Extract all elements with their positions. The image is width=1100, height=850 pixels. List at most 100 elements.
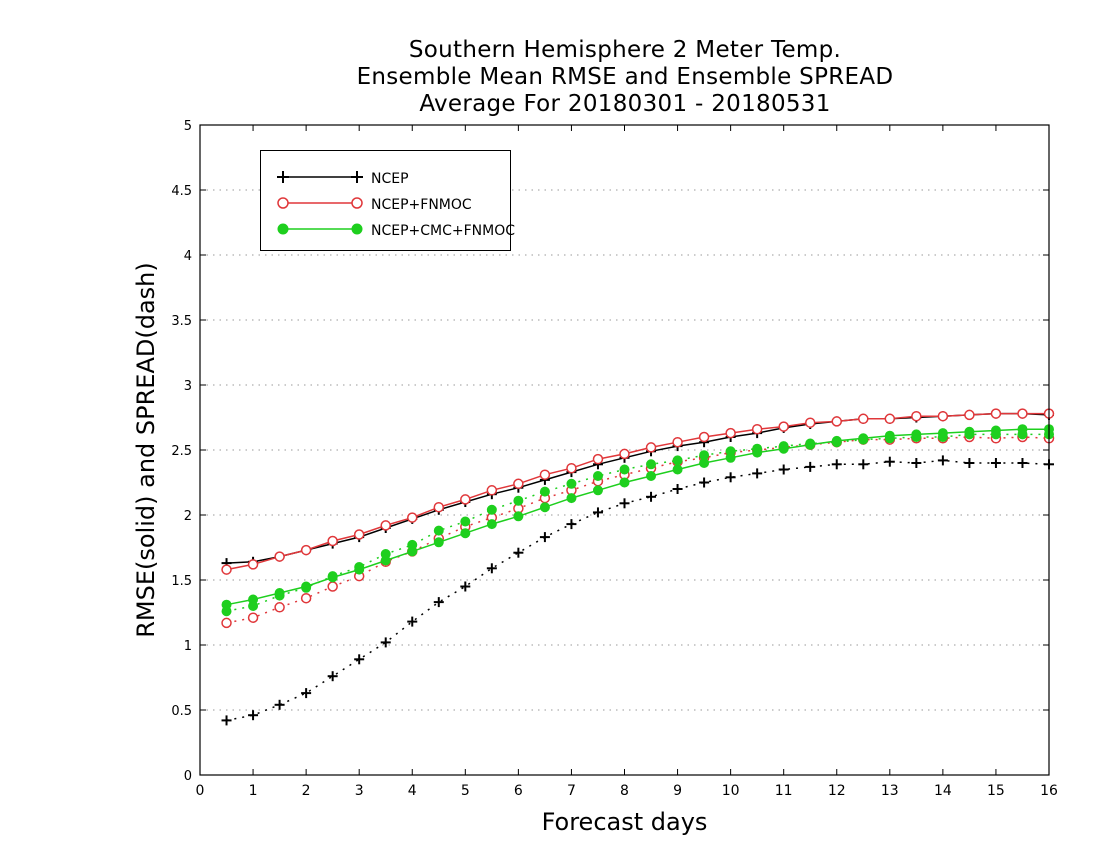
- x-tick-label: 0: [196, 783, 205, 799]
- x-tick-label: 3: [355, 783, 364, 799]
- data-point: [592, 471, 603, 481]
- data-point: [592, 485, 603, 496]
- data-point: [539, 502, 550, 513]
- data-point: [752, 443, 763, 454]
- series-line: [226, 428, 1049, 606]
- data-point: [646, 491, 657, 502]
- series-ncep-spread: [221, 455, 1054, 726]
- x-tick-label: 5: [461, 783, 470, 799]
- legend-label-ncep-fnmoc: NCEP+FNMOC: [371, 197, 472, 213]
- data-point: [566, 519, 577, 530]
- axis-ticks: 00.511.522.533.544.550 1 2 3 4 5 6 7 8 9 10 11 12 13 1…: [171, 119, 1058, 799]
- chart-title-line-2: Ensemble Mean RMSE and Ensemble SPREAD: [356, 64, 894, 90]
- data-point: [990, 408, 1002, 419]
- data-point: [831, 437, 842, 448]
- data-point: [672, 484, 683, 494]
- data-point: [433, 597, 444, 608]
- data-point: [699, 450, 710, 461]
- data-point: [248, 710, 259, 721]
- data-point: [274, 551, 285, 562]
- data-point: [831, 416, 842, 427]
- data-point: [248, 601, 259, 611]
- data-point: [937, 432, 948, 442]
- data-point: [380, 549, 391, 559]
- x-tick-label: 4: [408, 783, 417, 799]
- y-axis-label: RMSE(solid) and SPREAD(dash): [132, 262, 160, 638]
- series-ncep-rmse: [221, 408, 1054, 569]
- data-point: [751, 423, 763, 435]
- data-point: [911, 458, 922, 468]
- y-tick-label: 3.5: [171, 314, 192, 329]
- x-tick-label: 7: [567, 783, 576, 799]
- data-point: [513, 547, 524, 558]
- data-point: [804, 417, 816, 428]
- data-point: [300, 592, 312, 604]
- data-point: [460, 516, 471, 527]
- data-point: [566, 462, 577, 474]
- data-point: [460, 581, 471, 592]
- y-tick-label: 4: [184, 249, 192, 264]
- data-point: [327, 535, 338, 547]
- data-point: [592, 453, 604, 465]
- x-tick-label: 11: [775, 783, 793, 799]
- x-tick-label: 12: [828, 783, 846, 799]
- data-point: [274, 590, 285, 601]
- data-point: [433, 501, 445, 513]
- data-point: [539, 469, 551, 480]
- y-tick-label: 2: [184, 509, 192, 524]
- data-point: [1017, 429, 1028, 440]
- data-point: [300, 544, 312, 556]
- data-point: [858, 413, 869, 425]
- chart-title-line-3: Average For 20180301 - 20180531: [419, 91, 831, 117]
- data-point: [672, 455, 683, 466]
- legend-label-ncep: NCEP: [371, 171, 409, 187]
- data-point: [247, 612, 259, 623]
- x-tick-label: 8: [620, 783, 629, 799]
- x-tick-label: 15: [987, 783, 1005, 799]
- series-line: [226, 412, 1050, 564]
- data-point: [486, 485, 498, 496]
- y-tick-label: 0: [184, 769, 192, 784]
- data-point: [937, 455, 948, 466]
- data-point: [964, 409, 975, 421]
- data-point: [1017, 408, 1028, 419]
- data-point: [884, 456, 895, 467]
- data-point: [990, 458, 1001, 468]
- data-point: [725, 472, 736, 483]
- y-tick-label: 3: [184, 379, 192, 394]
- data-point: [964, 458, 975, 468]
- data-point: [301, 688, 312, 699]
- data-point: [884, 433, 895, 444]
- data-point: [725, 446, 736, 457]
- x-tick-label: 2: [302, 783, 311, 799]
- x-tick-label: 9: [673, 783, 682, 799]
- data-point: [407, 512, 418, 523]
- data-point: [990, 429, 1001, 440]
- series-ncep-cmc-fnmoc-rmse: [221, 424, 1054, 610]
- x-axis-label: Forecast days: [541, 808, 708, 836]
- data-point: [513, 495, 524, 506]
- data-point: [380, 520, 391, 531]
- x-tick-label: 13: [881, 783, 899, 799]
- series-line: [226, 459, 1050, 722]
- series-line: [226, 433, 1049, 612]
- data-point: [752, 468, 763, 479]
- legend-item-ncep-fnmoc: NCEP+FNMOC: [261, 191, 510, 217]
- data-point: [539, 532, 550, 543]
- data-point: [911, 410, 922, 422]
- data-point: [778, 464, 789, 475]
- data-point: [566, 478, 577, 489]
- data-point: [858, 434, 869, 445]
- data-point: [937, 410, 949, 422]
- y-tick-label: 2.5: [171, 444, 192, 459]
- legend-marker-plus-icon: [277, 171, 363, 183]
- data-point: [221, 617, 232, 629]
- data-point: [778, 441, 789, 452]
- data-point: [805, 438, 816, 449]
- data-point: [301, 582, 312, 593]
- data-point: [274, 699, 285, 710]
- y-tick-label: 5: [184, 119, 192, 134]
- data-point: [247, 559, 259, 570]
- data-point: [646, 471, 657, 481]
- data-point: [327, 671, 338, 682]
